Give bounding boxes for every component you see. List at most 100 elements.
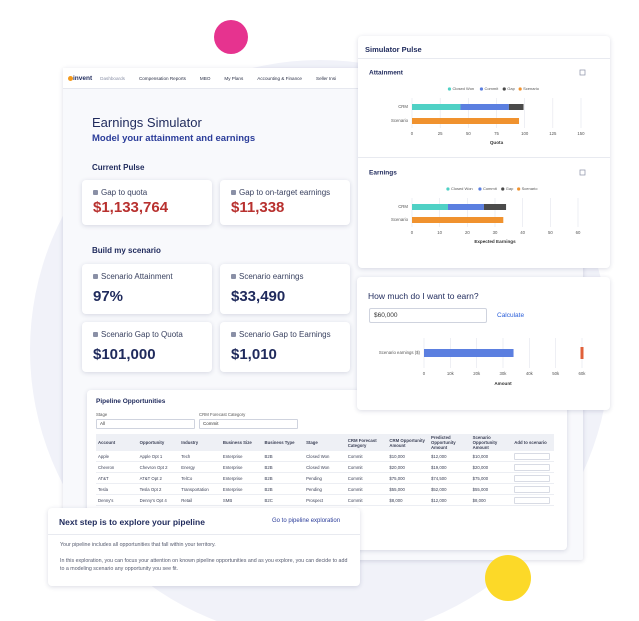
table-cell: $52,000 xyxy=(429,483,471,495)
table-cell: AT&T xyxy=(96,472,138,484)
table-cell: Closed Won xyxy=(304,461,346,473)
table-cell: Prospect xyxy=(304,494,346,506)
filter-select[interactable]: All xyxy=(96,419,195,429)
x-axis-label: Quota xyxy=(490,140,504,145)
x-tick-label: 30 xyxy=(493,230,498,235)
metric-icon xyxy=(93,332,98,337)
table-row: Denny's Denny's Opt 4 Retail SMB B2C Prospect… xyxy=(96,494,554,506)
table-cell: Apple Opt 1 xyxy=(137,451,180,462)
x-tick-label: 50 xyxy=(548,230,553,235)
column-header: Stage xyxy=(304,434,346,451)
table-cell: Tech xyxy=(179,451,221,462)
metric-icon xyxy=(231,190,236,195)
calculate-button[interactable]: Calculate xyxy=(497,312,525,319)
add-select[interactable] xyxy=(514,485,551,493)
next-step-text: Your pipeline includes all opportunities… xyxy=(60,542,216,548)
filter-select[interactable]: Commit xyxy=(199,419,298,429)
add-select[interactable] xyxy=(514,496,551,504)
table-cell: $20,000 xyxy=(470,461,513,473)
x-tick-label: 0 xyxy=(423,371,426,376)
table-cell: B2B xyxy=(262,461,305,473)
table-cell: B2B xyxy=(262,451,305,462)
table-cell: Denny's Opt 4 xyxy=(137,494,180,506)
bar-segment xyxy=(412,104,461,110)
table-cell: Enterprise xyxy=(220,483,263,495)
metric-label: Scenario earnings xyxy=(239,272,304,281)
section-title: Current Pulse xyxy=(92,163,145,172)
page-subtitle: Model your attainment and earnings xyxy=(92,133,256,144)
legend-swatch xyxy=(518,87,522,91)
logo-dot xyxy=(68,75,73,81)
attainment-chart: Attainment 0 25 50 75 100 125 150 Closed Won Comm… xyxy=(369,69,586,145)
x-tick-label: 40k xyxy=(526,371,534,376)
metric-icon xyxy=(231,274,236,279)
legend-label: Commit xyxy=(483,186,498,191)
column-header: Business Size xyxy=(220,434,263,451)
metric-icon xyxy=(231,332,236,337)
divider xyxy=(358,58,610,59)
column-header: Business Type xyxy=(262,434,305,451)
x-tick-label: 20k xyxy=(473,371,481,376)
table-cell: Commit xyxy=(345,451,388,462)
next-step-link[interactable]: Go to pipeline exploration xyxy=(272,518,341,524)
table-cell: Tesla xyxy=(96,483,138,495)
table-cell: AT&T Opt 2 xyxy=(137,472,180,484)
nav-item: Accounting & Finance xyxy=(257,75,302,81)
table-cell: Closed Won xyxy=(304,451,346,462)
target-marker xyxy=(580,347,584,359)
x-tick-label: 0 xyxy=(411,230,414,235)
y-tick-label: CRM xyxy=(398,104,408,109)
table-cell: $10,000 xyxy=(470,451,513,462)
bar-segment xyxy=(412,204,448,210)
table-cell: B2B xyxy=(262,472,305,484)
metric-label: Scenario Attainment xyxy=(101,272,173,281)
column-header: Industry xyxy=(179,434,221,451)
x-tick-label: 60k xyxy=(579,371,587,376)
bar-segment xyxy=(412,217,504,223)
table-cell: Pending xyxy=(304,483,346,495)
x-tick-label: 75 xyxy=(494,131,499,136)
earn-chart: 0 10k 20k 30k 40k 50k 60k Scenario earnings ($)… xyxy=(379,338,587,386)
legend-label: Gap xyxy=(506,186,514,191)
column-header: Add to scenario xyxy=(512,434,554,451)
table-cell: $12,000 xyxy=(429,494,471,506)
metric-card: Gap to quota $1,133,764 xyxy=(82,180,212,225)
table-cell: $12,000 xyxy=(429,451,471,462)
table-cell: TelCo xyxy=(179,472,221,484)
table-cell: Apple xyxy=(96,451,138,462)
x-tick-label: 125 xyxy=(549,131,557,136)
x-axis-label: Amount xyxy=(494,381,512,386)
legend-swatch xyxy=(517,187,521,191)
y-tick-label: Scenario earnings ($) xyxy=(379,350,421,355)
table-cell: SMB xyxy=(220,494,263,506)
earn-input[interactable]: $60,000 xyxy=(369,308,487,323)
next-step-card: Next step is to explore your pipeline Go… xyxy=(48,508,360,586)
table-cell: Commit xyxy=(345,483,388,495)
metric-label: Scenario Gap to Earnings xyxy=(239,330,331,339)
table-cell: $20,000 xyxy=(387,461,429,473)
add-select[interactable] xyxy=(514,474,551,482)
legend-label: Gap xyxy=(507,86,515,91)
add-select[interactable] xyxy=(514,463,551,471)
page-title: Earnings Simulator xyxy=(92,115,202,130)
metric-card: Gap to on-target earnings $11,338 xyxy=(220,180,350,225)
decor-circle xyxy=(214,20,248,54)
metric-icon xyxy=(93,190,98,195)
x-tick-label: 50 xyxy=(466,131,471,136)
table-cell: $75,000 xyxy=(387,472,429,484)
nav-item: MBO xyxy=(199,75,211,81)
table-cell: Enterprise xyxy=(220,461,263,473)
table-cell: Pending xyxy=(304,472,346,484)
x-tick-label: 10k xyxy=(447,371,455,376)
pipeline-table: Account Opportunity Industry Business Size B… xyxy=(96,434,554,506)
column-header: Scenario Opportunity Amount xyxy=(470,434,513,451)
legend-swatch xyxy=(447,87,452,91)
download-icon xyxy=(579,169,586,176)
legend-swatch xyxy=(446,187,450,191)
metric-value: $33,490 xyxy=(231,288,286,305)
table-cell: Chevron xyxy=(96,461,138,473)
metric-value: $1,133,764 xyxy=(93,199,169,216)
add-select[interactable] xyxy=(514,452,551,460)
legend-swatch xyxy=(478,187,482,191)
